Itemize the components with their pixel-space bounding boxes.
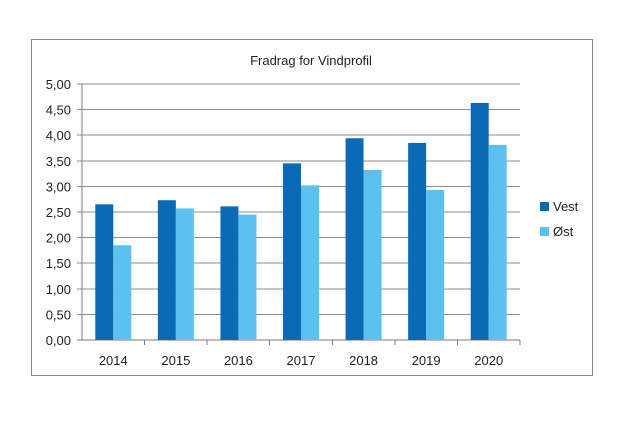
legend: Vest Øst — [540, 199, 579, 239]
legend-label-øst: Øst — [553, 224, 574, 239]
y-tick-label: 2,00 — [46, 231, 71, 246]
y-tick-label: 3,50 — [46, 154, 71, 169]
y-tick-label: 5,00 — [46, 77, 71, 92]
y-tick-label: 1,50 — [46, 256, 71, 271]
legend-label-vest: Vest — [553, 199, 579, 214]
y-tick-label: 3,00 — [46, 179, 71, 194]
bar-øst-2017 — [301, 185, 319, 340]
bars — [95, 102, 507, 340]
bar-vest-2017 — [283, 163, 301, 340]
y-tick-label: 0,00 — [46, 333, 71, 348]
bar-øst-2020 — [488, 144, 507, 340]
bar-vest-2014 — [95, 204, 114, 340]
bar-øst-2015 — [175, 208, 194, 340]
bar-vest-2018 — [345, 138, 364, 340]
x-tick-label: 2015 — [161, 353, 190, 368]
y-tick-label: 0,50 — [46, 307, 71, 322]
bar-øst-2014 — [113, 245, 132, 340]
y-tick-label: 1,00 — [46, 282, 71, 297]
x-tick-label: 2017 — [287, 353, 316, 368]
bar-vest-2015 — [157, 200, 176, 340]
bar-vest-2016 — [220, 206, 239, 340]
gridlines — [77, 83, 520, 341]
legend-swatch-øst — [540, 227, 549, 236]
y-tick-label: 4,00 — [46, 128, 71, 143]
bar-vest-2019 — [408, 142, 427, 340]
bar-vest-2020 — [470, 102, 489, 340]
chart-title: Fradrag for Vindprofil — [250, 53, 372, 68]
axes: 0,00 0,50 1,00 1,50 2,00 2,50 3,00 3,50 4,00 4,50… — [46, 77, 521, 368]
x-tick-label: 2020 — [474, 353, 503, 368]
bar-øst-2019 — [426, 189, 445, 340]
x-tick-label: 2016 — [224, 353, 253, 368]
bar-øst-2016 — [238, 214, 257, 340]
bar-øst-2018 — [363, 170, 382, 340]
x-tick-label: 2019 — [412, 353, 441, 368]
y-tick-label: 4,50 — [46, 103, 71, 118]
legend-swatch-vest — [540, 202, 549, 211]
y-tick-label: 2,50 — [46, 205, 71, 220]
x-tick-label: 2014 — [99, 353, 128, 368]
x-tick-label: 2018 — [349, 353, 378, 368]
